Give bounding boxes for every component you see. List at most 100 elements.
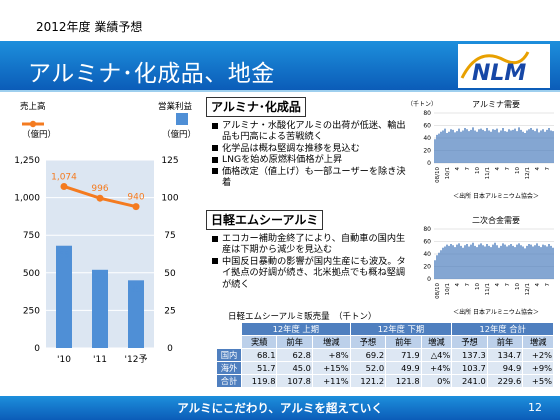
bullet-square-icon: [212, 258, 218, 265]
x-axis-tick-label: '11: [93, 355, 107, 365]
bullet-square-icon: [212, 156, 218, 163]
demand-bar: [516, 131, 518, 163]
demand-bar: [494, 129, 496, 163]
table-cell: +2%: [522, 348, 554, 362]
x-axis-tick-label: 10: [475, 167, 481, 174]
left-axis-tick-label: 1,250: [14, 156, 40, 166]
right-axis-tick-label: 75: [164, 231, 175, 241]
demand-bar: [548, 128, 550, 163]
table-cell: 121.2: [349, 374, 387, 388]
demand-bar: [480, 128, 482, 163]
demand-bar: [490, 131, 492, 163]
demand-bar: [522, 246, 524, 279]
table-cell: △4%: [420, 348, 453, 362]
title-underline: [0, 90, 560, 92]
right-axis-unit: （億円）: [162, 130, 197, 140]
demand-bar: [500, 245, 502, 279]
x-axis-tick-label: 4: [495, 283, 501, 287]
demand-bar: [502, 128, 504, 163]
y-axis-tick-label: 0: [427, 160, 431, 167]
bullet-text: 中国反日暴動の影響が国内生産にも波及。タイ拠点の好調が続き、北米拠点でも概ね堅調…: [222, 255, 406, 290]
left-axis-unit: （億円）: [22, 130, 57, 140]
y-axis-tick-label: 60: [423, 239, 431, 246]
line-data-label: 996: [91, 184, 108, 194]
demand-bar: [504, 244, 506, 279]
demand-bar: [442, 247, 444, 279]
demand-bar: [502, 243, 504, 279]
demand-bar: [538, 245, 540, 279]
x-axis-tick-label: 7: [505, 283, 511, 287]
table-cell: +4%: [420, 361, 453, 375]
demand-bar: [488, 245, 490, 279]
table-row: 合計 119.8 107.8 +11% 121.2 121.8 0% 241.0…: [216, 374, 554, 388]
x-axis-tick-label: 7: [465, 167, 471, 171]
line-data-label: 940: [127, 193, 144, 203]
table-cell: +5%: [522, 374, 554, 388]
bullet-item: アルミナ・水酸化アルミの出荷が低迷、輸出品も円高による苦戦続く: [212, 120, 408, 143]
page-title: アルミナ･化成品、地金: [28, 61, 275, 87]
demand-bar: [462, 130, 464, 163]
bar-data-label: 45: [130, 285, 141, 295]
demand-bar: [478, 129, 480, 163]
demand-bar: [438, 252, 440, 279]
right-axis-tick-label: 0: [167, 344, 173, 354]
demand-bar: [490, 247, 492, 279]
bar-legend-icon: [176, 113, 188, 125]
demand-bar: [436, 255, 438, 279]
table-group-header: 12年度 上期: [241, 322, 351, 336]
table-sub-header: 予想: [451, 335, 488, 349]
table-cell: 137.3: [451, 348, 488, 362]
y-axis-tick-label: 0: [427, 276, 431, 283]
demand-bar: [480, 243, 482, 279]
table-cell: 121.8: [385, 374, 422, 388]
demand-bar: [498, 247, 500, 279]
table-cell: 45.0: [276, 361, 313, 375]
x-axis-tick-label: 11/1: [485, 283, 491, 295]
demand-bar: [498, 132, 500, 163]
demand-bar: [442, 130, 444, 163]
y-axis-tick-label: 60: [423, 123, 431, 130]
x-axis-tick-label: 11/1: [485, 167, 491, 179]
line-data-label: 1,074: [51, 172, 77, 182]
demand-bar: [510, 130, 512, 163]
y-axis-tick-label: 20: [423, 148, 431, 155]
x-axis-tick-label: 12/1: [525, 167, 531, 179]
demand-bar: [478, 244, 480, 279]
demand-bar: [436, 134, 438, 163]
bullet-item: エコカー補助金終了により、自動車の国内生産は下期から減少を見込む: [212, 233, 408, 256]
alumina-bullet-list: アルミナ・水酸化アルミの出荷が低迷、輸出品も円高による苦戦続く 化学品は概ね堅調な…: [212, 120, 408, 188]
x-axis-tick-label: 10: [475, 283, 481, 290]
table-cell: 49.9: [385, 361, 422, 375]
demand-bar: [504, 131, 506, 163]
table-cell: 52.0: [349, 361, 387, 375]
small-chart-title: 二次合金需要: [472, 215, 520, 225]
sales-table-caption: 日軽エムシーアルミ販売量: [228, 312, 330, 322]
demand-bar: [538, 132, 540, 163]
right-axis-tick-label: 100: [161, 194, 178, 204]
demand-bar: [468, 246, 470, 279]
demand-bar: [444, 246, 446, 279]
left-chart-legend-line-label: 売上高: [20, 102, 46, 112]
alumina-section-heading: アルミナ･化成品: [206, 97, 306, 117]
sales-line-point: [96, 194, 104, 202]
demand-bar: [550, 245, 552, 279]
demand-bar: [536, 128, 538, 163]
x-axis-tick-label: 10: [515, 283, 521, 290]
demand-bar: [542, 129, 544, 163]
demand-bar: [466, 244, 468, 279]
demand-bar: [528, 244, 530, 279]
y-axis-unit-label: （千トン）: [408, 100, 437, 108]
demand-bar: [544, 245, 546, 279]
table-cell: +8%: [311, 348, 351, 362]
demand-bar: [530, 128, 532, 163]
demand-bar: [438, 133, 440, 163]
bullet-square-icon: [212, 145, 218, 152]
source-note: ＜出所 日本アルミニウム協会＞: [453, 192, 539, 200]
x-axis-tick-label: 7: [545, 283, 551, 287]
bullet-text: LNGを始め原燃料価格が上昇: [222, 154, 343, 166]
demand-bar: [444, 128, 446, 163]
table-cell: +15%: [311, 361, 351, 375]
demand-bar: [542, 244, 544, 279]
demand-bar: [452, 129, 454, 163]
